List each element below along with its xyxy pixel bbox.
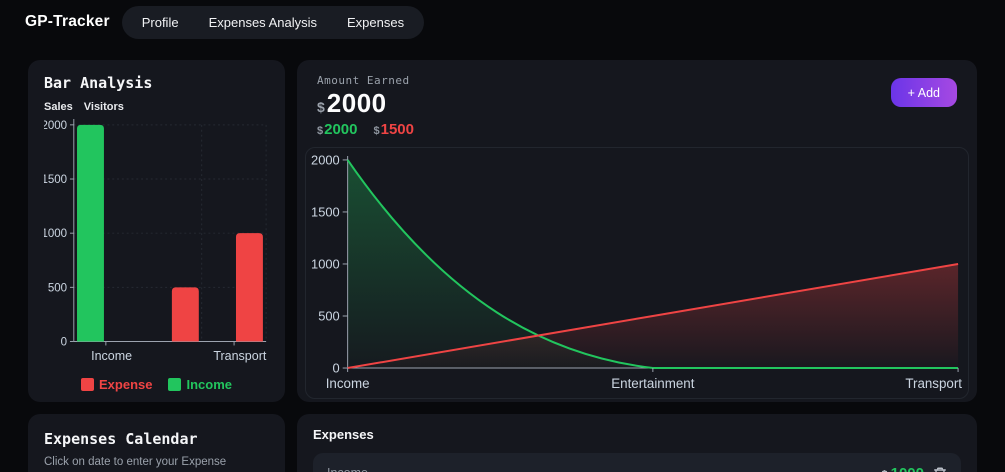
expense-currency-symbol: $ <box>882 469 888 472</box>
svg-text:500: 500 <box>318 308 339 323</box>
amount-earned-header: Amount Earned $ 2000 $ 2000 $ 1500 <box>305 72 969 138</box>
svg-text:2000: 2000 <box>44 119 68 132</box>
amount-earned-block: Amount Earned $ 2000 $ 2000 $ 1500 <box>317 74 414 138</box>
svg-text:1000: 1000 <box>311 256 340 271</box>
area-chart: 0 500 1000 1500 2000 Income Entertainment Trans… <box>311 152 962 391</box>
expenses-list-title: Expenses <box>313 427 374 442</box>
nav-item-expenses[interactable]: Expenses <box>346 14 405 30</box>
expense-amount-value: 1000 <box>891 465 924 472</box>
amount-total: $ 2000 <box>317 88 414 119</box>
svg-text:Income: Income <box>91 349 132 363</box>
expenses-calendar-title: Expenses Calendar <box>44 430 198 448</box>
svg-text:Entertainment: Entertainment <box>611 376 694 391</box>
total-currency-symbol: $ <box>317 99 325 115</box>
expense-row-amount: $1000 <box>882 465 925 472</box>
svg-text:500: 500 <box>48 281 68 294</box>
expense-summary-value: 1500 <box>380 121 414 138</box>
svg-text:0: 0 <box>333 360 340 375</box>
legend-swatch <box>81 378 94 391</box>
bar-chart: 0 500 1000 1500 2000 Income Transport <box>44 119 267 364</box>
left-column: Bar Analysis Sales Visitors 0 500 1000 1500… <box>28 60 285 472</box>
expense-summary: $ 1500 <box>373 121 415 138</box>
amount-earned-panel: Amount Earned $ 2000 $ 2000 $ 1500 <box>297 60 977 402</box>
svg-text:Transport: Transport <box>213 349 266 363</box>
income-expense-summary: $ 2000 $ 1500 <box>317 121 414 138</box>
legend-label: Expense <box>99 377 153 392</box>
bar-analysis-title: Bar Analysis <box>44 74 153 92</box>
amount-earned-label: Amount Earned <box>317 74 410 87</box>
svg-text:Transport: Transport <box>905 376 962 391</box>
nav-item-profile[interactable]: Profile <box>141 14 179 30</box>
expenses-calendar-subtitle: Click on date to enter your Expense <box>44 456 227 468</box>
svg-text:1000: 1000 <box>44 227 68 240</box>
expense-row-amount-group: $1000 <box>882 465 948 472</box>
top-nav: GP-Tracker Profile Expenses Analysis Exp… <box>0 0 1005 44</box>
bar-analysis-panel: Bar Analysis Sales Visitors 0 500 1000 1500… <box>28 60 285 402</box>
expenses-list-panel: Expenses Income $1000 <box>297 414 977 472</box>
income-summary: $ 2000 <box>317 121 358 138</box>
delete-expense-button[interactable] <box>933 466 947 472</box>
app-brand: GP-Tracker <box>25 13 110 30</box>
total-value: 2000 <box>326 88 387 118</box>
legend-item-expense[interactable]: Expense <box>81 377 152 392</box>
expense-row[interactable]: Income $1000 <box>313 453 961 472</box>
svg-text:1500: 1500 <box>311 204 340 219</box>
toggle-visitors[interactable]: Visitors <box>83 101 124 113</box>
right-column: Amount Earned $ 2000 $ 2000 $ 1500 <box>297 60 977 472</box>
trash-icon <box>934 467 946 472</box>
main-content: Bar Analysis Sales Visitors 0 500 1000 1500… <box>0 44 1005 472</box>
legend-label: Income <box>186 377 232 392</box>
expense-row-name: Income <box>327 466 368 472</box>
legend-item-income[interactable]: Income <box>168 377 232 392</box>
svg-text:2000: 2000 <box>311 152 340 167</box>
expenses-calendar-panel[interactable]: Expenses Calendar Click on date to enter… <box>28 414 285 472</box>
toggle-sales[interactable]: Sales <box>44 101 73 113</box>
bar-dataset-toggles: Sales Visitors <box>44 101 269 113</box>
nav-tabs: Profile Expenses Analysis Expenses <box>121 5 425 39</box>
area-chart-container: 0 500 1000 1500 2000 Income Entertainment Trans… <box>305 147 969 399</box>
nav-item-expenses-analysis[interactable]: Expenses Analysis <box>208 14 317 30</box>
legend-swatch <box>168 378 182 391</box>
svg-text:Income: Income <box>326 376 370 391</box>
svg-text:0: 0 <box>61 335 68 348</box>
income-summary-value: 2000 <box>324 121 358 138</box>
expenses-list: Income $1000 <box>313 453 961 472</box>
add-button[interactable]: + Add <box>890 78 957 107</box>
svg-text:1500: 1500 <box>44 173 68 186</box>
bar-chart-legend: Expense Income <box>44 375 269 392</box>
